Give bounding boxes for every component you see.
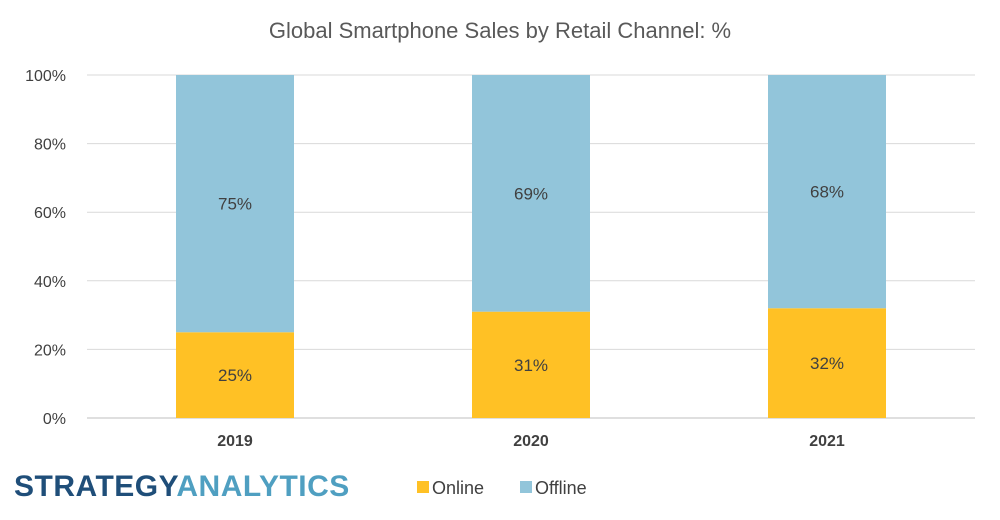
y-tick-label: 40% xyxy=(34,274,66,291)
data-label-offline-2021: 68% xyxy=(810,183,844,202)
data-label-offline-2019: 75% xyxy=(218,195,252,214)
data-label-online-2020: 31% xyxy=(514,356,548,375)
data-label-offline-2020: 69% xyxy=(514,184,548,203)
chart-title: Global Smartphone Sales by Retail Channe… xyxy=(269,18,731,43)
bar-online-2021 xyxy=(768,308,886,418)
y-tick-label: 60% xyxy=(34,205,66,222)
logo-part-analytics: ANALYTICS xyxy=(176,470,349,503)
bar-online-2020 xyxy=(472,311,590,418)
legend: Online Offline xyxy=(417,478,587,498)
legend-swatch-offline xyxy=(520,481,532,493)
strategy-analytics-logo: STRATEGYANALYTICS xyxy=(14,470,350,503)
y-axis-ticks: 0% 20% 40% 60% 80% 100% xyxy=(25,68,66,428)
y-tick-label: 20% xyxy=(34,342,66,359)
legend-swatch-online xyxy=(417,481,429,493)
legend-label-online: Online xyxy=(432,478,484,498)
x-tick-label: 2019 xyxy=(217,433,253,450)
bar-offline-2020 xyxy=(472,75,590,312)
logo-part-strategy: STRATEGY xyxy=(14,470,179,503)
legend-label-offline: Offline xyxy=(535,478,587,498)
data-label-online-2019: 25% xyxy=(218,366,252,385)
bar-offline-2021 xyxy=(768,75,886,309)
x-tick-label: 2020 xyxy=(513,433,549,450)
y-tick-label: 0% xyxy=(43,411,66,428)
data-labels: 25% 75% 31% 69% 32% 68% xyxy=(218,183,844,386)
x-tick-label: 2021 xyxy=(809,433,845,450)
x-axis-ticks: 2019 2020 2021 xyxy=(217,433,845,450)
bar-online-2019 xyxy=(176,332,294,418)
data-label-online-2021: 32% xyxy=(810,354,844,373)
y-tick-label: 100% xyxy=(25,68,66,85)
y-tick-label: 80% xyxy=(34,137,66,154)
bars xyxy=(176,75,886,418)
bar-offline-2019 xyxy=(176,75,294,333)
